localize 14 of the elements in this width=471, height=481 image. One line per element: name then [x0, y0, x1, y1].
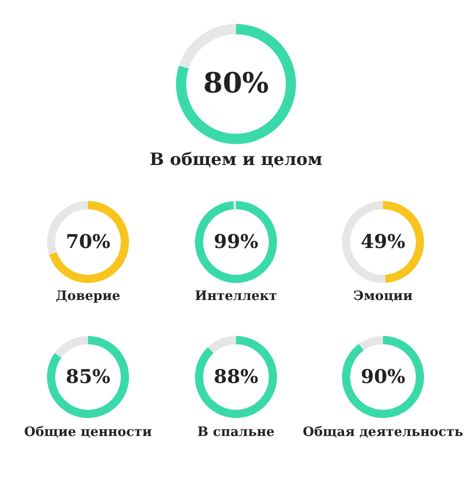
text: Доверие	[54, 289, 122, 304]
data-label: 90%	[360, 366, 406, 388]
text: Общие ценности	[23, 425, 153, 440]
text: Общая деятельность	[302, 425, 464, 440]
text: В общем и целом	[148, 150, 324, 170]
data-label: 88%	[214, 366, 258, 388]
text: В спальне	[197, 425, 275, 440]
data-label: 49%	[360, 230, 406, 253]
text: Эмоции	[352, 289, 414, 304]
data-label: 99%	[214, 230, 258, 253]
text: Интеллект	[194, 289, 278, 304]
data-label: 70%	[66, 230, 110, 253]
data-label: 80%	[203, 66, 269, 100]
data-label: 85%	[66, 366, 110, 388]
